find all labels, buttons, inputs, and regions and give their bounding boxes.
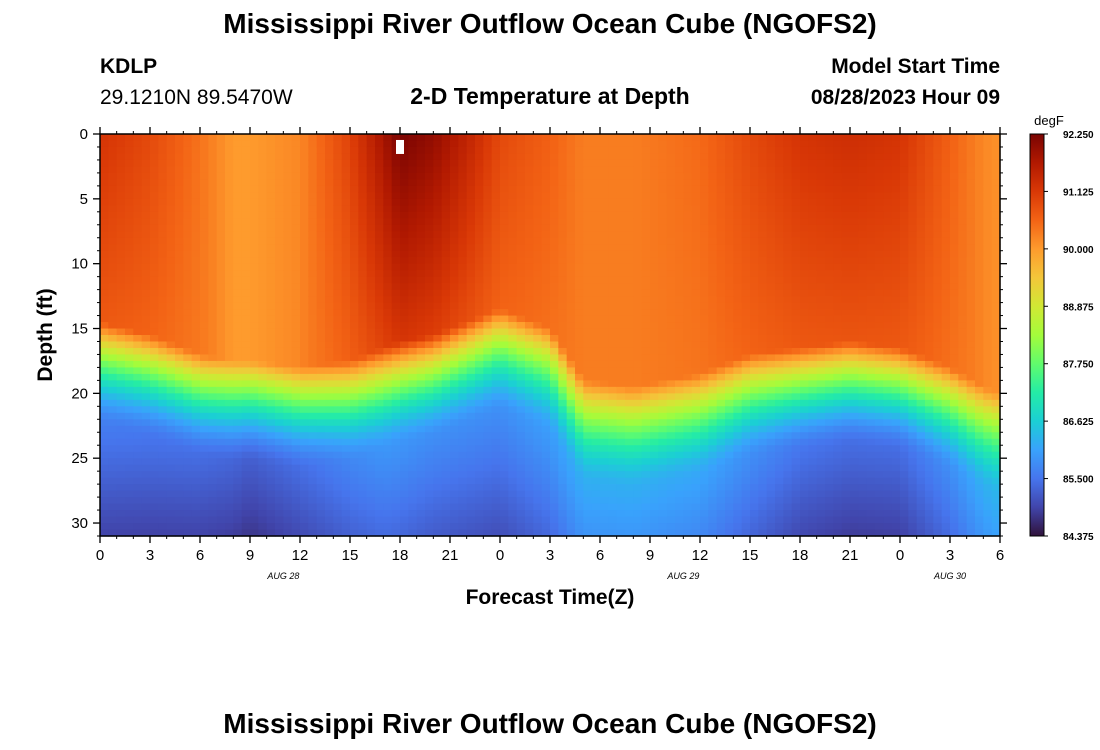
x-tick-label: 9: [646, 547, 654, 564]
colorbar-tick-label: 86.625: [1063, 417, 1094, 428]
marker: [396, 139, 404, 154]
y-tick-label: 10: [71, 256, 88, 273]
x-tick-label: 0: [96, 547, 104, 564]
x-tick-label: 0: [496, 547, 504, 564]
colorbar: 92.250 91.125 90.000 88.875 87.750 86.625 85.5…: [1029, 130, 1094, 543]
colorbar-tick-label: 88.875: [1063, 302, 1094, 313]
colorbar-tick-label: 85.500: [1063, 475, 1094, 486]
y-tick-label: 25: [71, 450, 88, 467]
x-tick-label: 9: [246, 547, 254, 564]
x-tick-label: 21: [842, 547, 859, 564]
x-tick-label: 3: [546, 547, 554, 564]
x-tick-label: 15: [742, 547, 759, 564]
date-labels: AUG 28 AUG 29 AUG 30: [266, 571, 966, 581]
colorbar-gradient: [1029, 133, 1045, 537]
x-tick-label: 3: [946, 547, 954, 564]
colorbar-tick-label: 92.250: [1063, 130, 1094, 141]
x-axis: 0 3 6 9 12 15 18 21 0 3 6 9 12 15 18 21 0 3 6: [96, 127, 1004, 564]
x-tick-label: 0: [896, 547, 904, 564]
chart-title: Mississippi River Outflow Ocean Cube (NG…: [223, 8, 877, 39]
model-start-time: 08/28/2023 Hour 09: [810, 86, 1000, 109]
chart-subtitle: 2-D Temperature at Depth: [410, 83, 690, 109]
x-tick-label: 6: [996, 547, 1004, 564]
x-tick-label: 15: [342, 547, 359, 564]
y-tick-label: 15: [71, 321, 88, 338]
model-start-label: Model Start Time: [831, 55, 1000, 78]
station-coordinates: 29.1210N 89.5470W: [100, 86, 293, 109]
colorbar-unit: degF: [1034, 113, 1064, 128]
y-tick-label: 30: [71, 515, 88, 532]
x-tick-label: 18: [392, 547, 409, 564]
x-tick-label: 21: [442, 547, 459, 564]
x-tick-label: 18: [792, 547, 809, 564]
y-axis-label: Depth (ft): [34, 288, 57, 381]
x-tick-label: 3: [146, 547, 154, 564]
date-label: AUG 29: [666, 571, 699, 581]
colorbar-tick-label: 90.000: [1063, 245, 1094, 256]
footer-title: Mississippi River Outflow Ocean Cube (NG…: [223, 708, 877, 739]
y-tick-label: 20: [71, 385, 88, 402]
x-tick-label: 6: [596, 547, 604, 564]
colorbar-tick-label: 87.750: [1063, 360, 1094, 371]
station-id: KDLP: [100, 55, 158, 78]
heatmap: [100, 134, 1001, 537]
x-tick-label: 12: [692, 547, 709, 564]
temperature-depth-chart: 0 3 6 9 12 15 18 21 0 3 6 9 12 15 18 21 0 3 6 0 5 10 15 20 25 30…: [34, 113, 1094, 609]
x-tick-label: 6: [196, 547, 204, 564]
y-axis: 0 5 10 15 20 25 30: [71, 126, 1007, 537]
y-tick-label: 5: [80, 191, 88, 208]
colorbar-tick-label: 91.125: [1063, 187, 1094, 198]
colorbar-tick-label: 84.375: [1063, 532, 1094, 543]
y-tick-label: 0: [80, 126, 88, 143]
date-label: AUG 30: [933, 571, 966, 581]
date-label: AUG 28: [266, 571, 299, 581]
x-tick-label: 12: [292, 547, 309, 564]
x-axis-label: Forecast Time(Z): [466, 586, 635, 609]
